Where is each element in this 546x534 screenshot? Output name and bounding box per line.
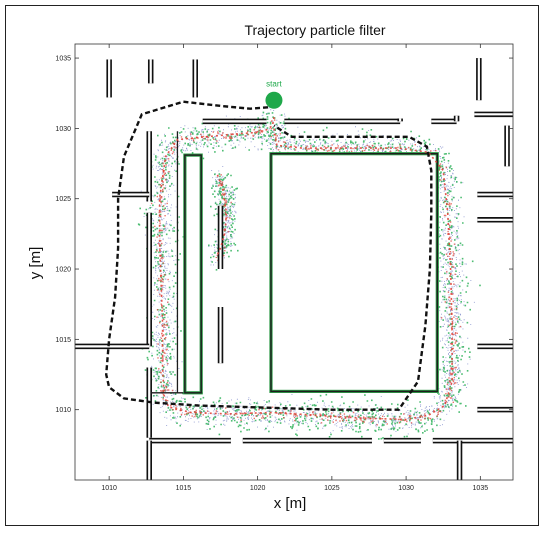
start-marker — [265, 91, 283, 109]
x-axis-label: x [m] — [274, 495, 307, 512]
x-tick-label-1020: 1020 — [250, 485, 266, 492]
x-tick-label-1015: 1015 — [176, 485, 192, 492]
y-tick-label-1030: 1030 — [55, 126, 71, 133]
x-tick-label-1030: 1030 — [398, 485, 414, 492]
y-tick-label-1020: 1020 — [55, 267, 71, 274]
estimated-trajectory-main — [158, 116, 453, 421]
block-1 — [270, 153, 438, 393]
y-tick-label-1010: 1010 — [55, 407, 71, 414]
start-label: start — [266, 79, 282, 88]
trajectory-lines — [104, 100, 453, 421]
start-marker-group: start — [265, 79, 283, 109]
block-edge-0 — [183, 153, 203, 395]
x-tick-label-1025: 1025 — [324, 485, 340, 492]
y-tick-label-1015: 1015 — [55, 337, 71, 344]
chart-title: Trajectory particle filter — [244, 22, 385, 38]
estimated-trajectory-branch — [215, 174, 228, 259]
floor-plan-walls — [75, 58, 513, 480]
reference-trajectory — [104, 100, 433, 411]
block-edge-1 — [269, 152, 439, 393]
y-axis-label: y [m] — [27, 247, 44, 280]
y-tick-label-1025: 1025 — [55, 196, 71, 203]
axes: 1010 1015 1020 1025 1030 1035 1010 1015 1020 1025… — [55, 43, 514, 492]
block-0 — [184, 154, 202, 394]
x-tick-label-1035: 1035 — [473, 485, 489, 492]
x-tick-label-1010: 1010 — [101, 485, 117, 492]
plot-box — [74, 43, 514, 481]
y-tick-label-1035: 1035 — [55, 56, 71, 63]
